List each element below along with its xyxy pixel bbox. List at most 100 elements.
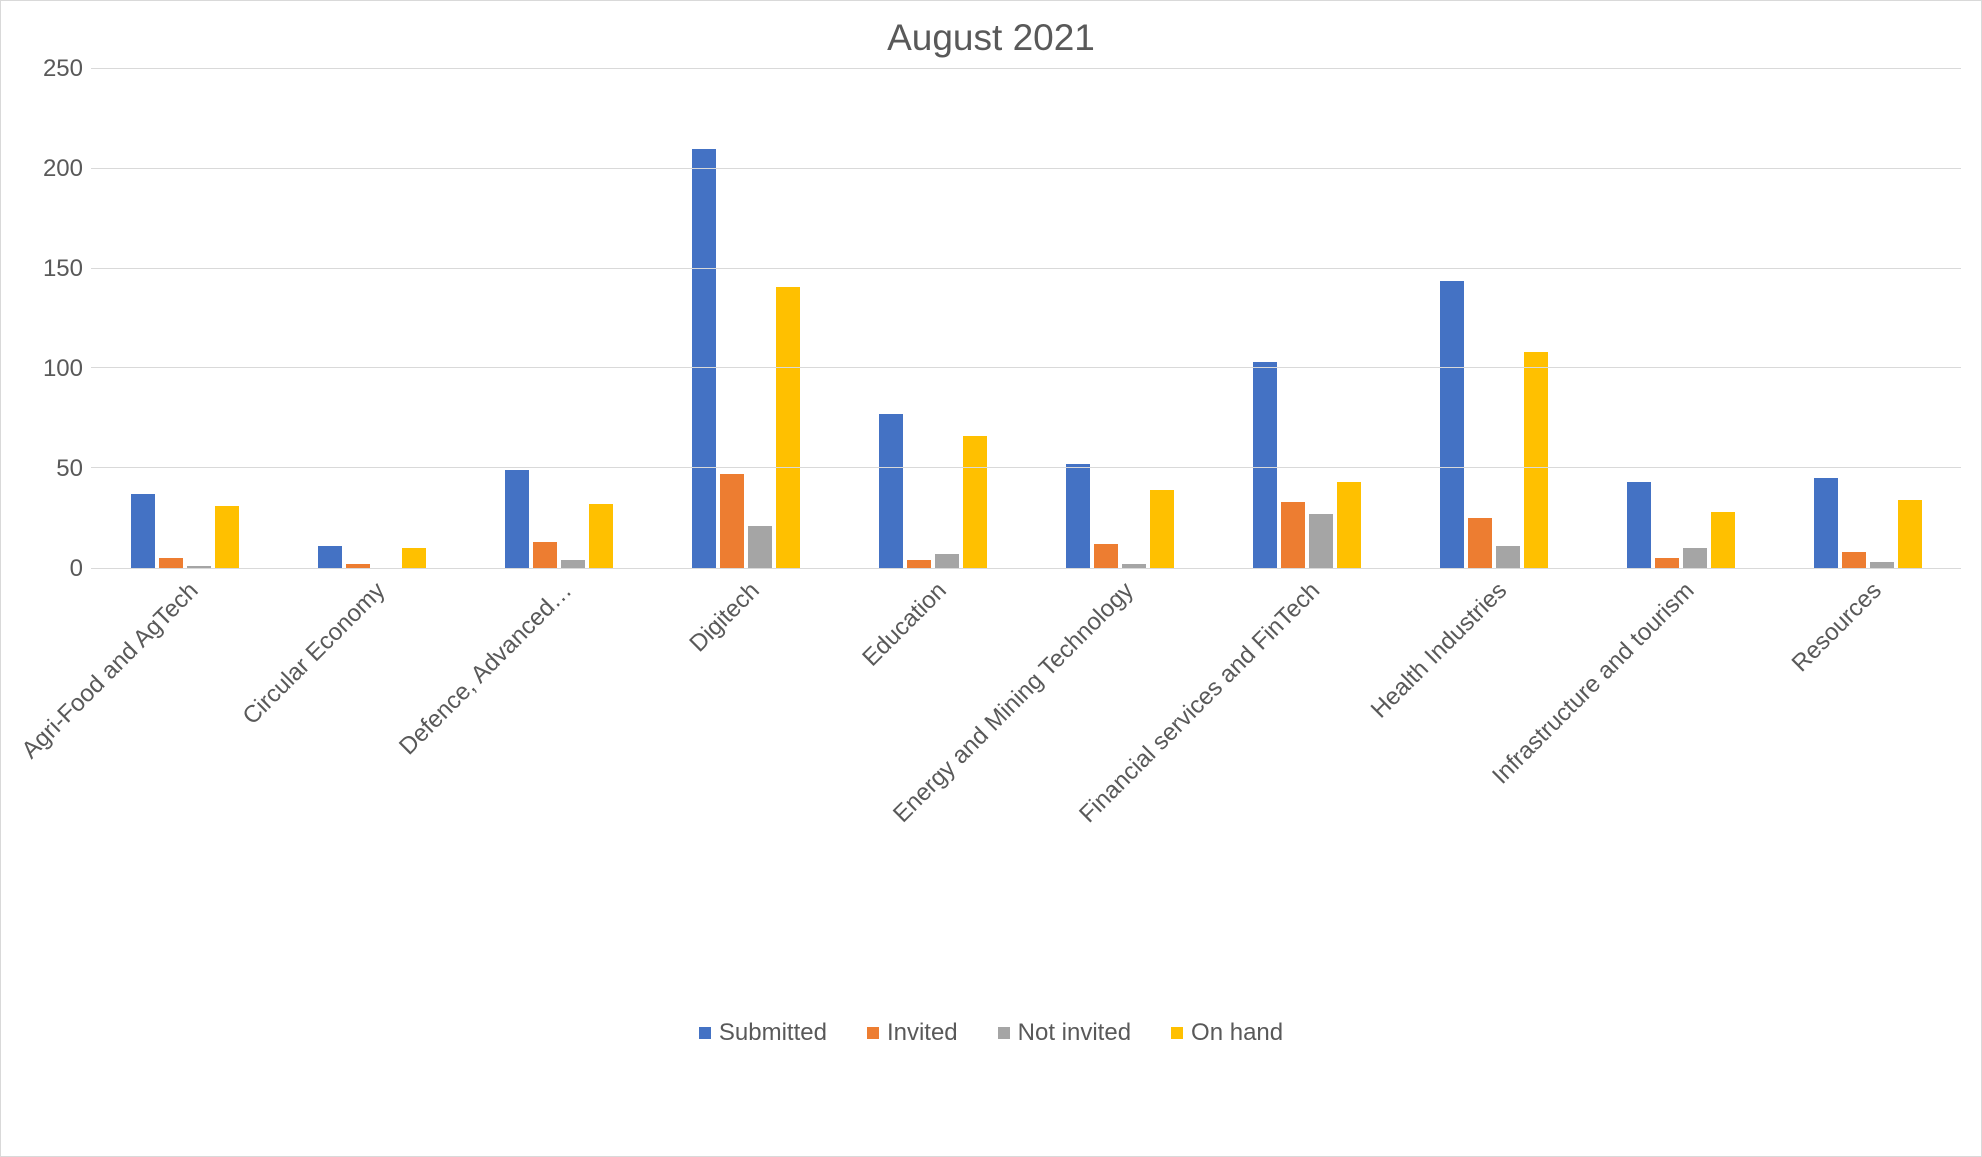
bar-submitted bbox=[1066, 464, 1090, 568]
bar-invited bbox=[1094, 544, 1118, 568]
bar-submitted bbox=[1627, 482, 1651, 568]
gridline bbox=[91, 168, 1961, 169]
bar-submitted bbox=[131, 494, 155, 568]
bar-group bbox=[465, 69, 652, 568]
bar-submitted bbox=[1440, 281, 1464, 568]
bar-cluster bbox=[91, 69, 278, 568]
bar-cluster bbox=[652, 69, 839, 568]
bar-not_invited bbox=[561, 560, 585, 568]
bar-submitted bbox=[318, 546, 342, 568]
bar-invited bbox=[1468, 518, 1492, 568]
chart-title: August 2021 bbox=[21, 17, 1961, 59]
legend-label: Not invited bbox=[1018, 1019, 1131, 1047]
x-tick-label: Education bbox=[857, 577, 952, 672]
bar-on_hand bbox=[776, 287, 800, 568]
bar-on_hand bbox=[589, 504, 613, 568]
x-tick-label: Digitech bbox=[684, 577, 765, 658]
legend-item-not_invited: Not invited bbox=[998, 1019, 1131, 1047]
bar-cluster bbox=[465, 69, 652, 568]
bar-not_invited bbox=[1496, 546, 1520, 568]
bar-group bbox=[1400, 69, 1587, 568]
bar-submitted bbox=[879, 414, 903, 568]
bar-on_hand bbox=[1898, 500, 1922, 568]
legend-item-on_hand: On hand bbox=[1171, 1019, 1283, 1047]
bar-not_invited bbox=[1870, 562, 1894, 568]
legend-item-submitted: Submitted bbox=[699, 1019, 827, 1047]
bar-on_hand bbox=[215, 506, 239, 568]
bar-group bbox=[91, 69, 278, 568]
legend: Submitted Invited Not invited On hand bbox=[21, 1019, 1961, 1047]
bar-invited bbox=[907, 560, 931, 568]
gridline bbox=[91, 367, 1961, 368]
y-tick-label: 100 bbox=[43, 355, 83, 383]
y-tick-label: 250 bbox=[43, 55, 83, 83]
plot-wrap: 050100150200250 bbox=[21, 69, 1961, 569]
bar-invited bbox=[720, 474, 744, 568]
x-tick-label: Agri-Food and AgTech bbox=[17, 577, 205, 765]
x-label-cell: Agri-Food and AgTech bbox=[91, 569, 278, 1009]
x-label-cell: Financial services and FinTech bbox=[1213, 569, 1400, 1009]
bar-not_invited bbox=[935, 554, 959, 568]
x-label-cell: Health Industries bbox=[1400, 569, 1587, 1009]
bar-cluster bbox=[1400, 69, 1587, 568]
bar-not_invited bbox=[187, 566, 211, 568]
x-label-cell: Circular Economy bbox=[278, 569, 465, 1009]
bar-cluster bbox=[278, 69, 465, 568]
bar-invited bbox=[533, 542, 557, 568]
legend-swatch bbox=[867, 1027, 879, 1039]
legend-item-invited: Invited bbox=[867, 1019, 958, 1047]
gridline bbox=[91, 467, 1961, 468]
x-axis-labels: Agri-Food and AgTechCircular EconomyDefe… bbox=[91, 569, 1961, 1009]
legend-swatch bbox=[998, 1027, 1010, 1039]
bar-cluster bbox=[1026, 69, 1213, 568]
bar-submitted bbox=[505, 470, 529, 568]
legend-label: Invited bbox=[887, 1019, 958, 1047]
bar-group bbox=[278, 69, 465, 568]
legend-swatch bbox=[1171, 1027, 1183, 1039]
bar-cluster bbox=[1587, 69, 1774, 568]
legend-label: On hand bbox=[1191, 1019, 1283, 1047]
y-axis: 050100150200250 bbox=[21, 69, 91, 569]
y-tick-label: 0 bbox=[70, 555, 83, 583]
bar-not_invited bbox=[1683, 548, 1707, 568]
gridline bbox=[91, 268, 1961, 269]
x-label-cell: Resources bbox=[1774, 569, 1961, 1009]
bar-group bbox=[1774, 69, 1961, 568]
bar-group bbox=[839, 69, 1026, 568]
bar-on_hand bbox=[1150, 490, 1174, 568]
bar-on_hand bbox=[1524, 352, 1548, 568]
bar-invited bbox=[1655, 558, 1679, 568]
bar-on_hand bbox=[963, 436, 987, 568]
bar-cluster bbox=[1774, 69, 1961, 568]
bar-invited bbox=[1281, 502, 1305, 568]
bar-cluster bbox=[839, 69, 1026, 568]
y-tick-label: 50 bbox=[56, 455, 83, 483]
plot-area bbox=[91, 69, 1961, 569]
bar-groups bbox=[91, 69, 1961, 568]
legend-label: Submitted bbox=[719, 1019, 827, 1047]
bar-not_invited bbox=[748, 526, 772, 568]
bar-on_hand bbox=[1337, 482, 1361, 568]
x-tick-label: Resources bbox=[1786, 577, 1887, 678]
legend-swatch bbox=[699, 1027, 711, 1039]
bar-invited bbox=[1842, 552, 1866, 568]
bar-group bbox=[1213, 69, 1400, 568]
bar-submitted bbox=[1253, 362, 1277, 568]
bar-invited bbox=[346, 564, 370, 568]
x-label-cell: Digitech bbox=[652, 569, 839, 1009]
y-tick-label: 200 bbox=[43, 155, 83, 183]
bar-submitted bbox=[692, 149, 716, 568]
x-label-cell: Infrastructure and tourism bbox=[1587, 569, 1774, 1009]
bar-submitted bbox=[1814, 478, 1838, 568]
bar-on_hand bbox=[1711, 512, 1735, 568]
bar-not_invited bbox=[1122, 564, 1146, 568]
bar-cluster bbox=[1213, 69, 1400, 568]
y-tick-label: 150 bbox=[43, 255, 83, 283]
bar-group bbox=[652, 69, 839, 568]
gridline bbox=[91, 68, 1961, 69]
bar-not_invited bbox=[1309, 514, 1333, 568]
chart-container: August 2021 0 50 100 150 200 250 Agri-Food an… bbox=[0, 0, 1982, 1157]
x-label-cell: Defence, Advanced… bbox=[465, 569, 652, 1009]
bar-invited bbox=[159, 558, 183, 568]
bar-group bbox=[1026, 69, 1213, 568]
